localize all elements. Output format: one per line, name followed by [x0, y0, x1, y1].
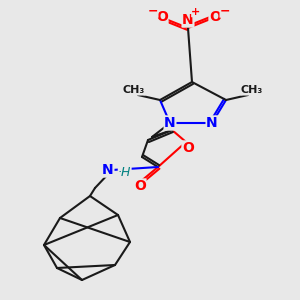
Text: ·H: ·H — [118, 167, 131, 179]
Text: O: O — [134, 179, 146, 193]
Text: −: − — [148, 4, 158, 17]
Text: N: N — [102, 163, 114, 177]
Text: CH₃: CH₃ — [123, 85, 145, 95]
Text: N: N — [206, 116, 218, 130]
Text: O: O — [156, 10, 168, 24]
Text: CH₃: CH₃ — [241, 85, 263, 95]
Text: O: O — [182, 141, 194, 155]
Text: −: − — [220, 4, 230, 17]
Text: N: N — [164, 116, 176, 130]
Text: O: O — [209, 10, 221, 24]
Text: N: N — [182, 13, 194, 27]
Text: +: + — [191, 7, 201, 17]
